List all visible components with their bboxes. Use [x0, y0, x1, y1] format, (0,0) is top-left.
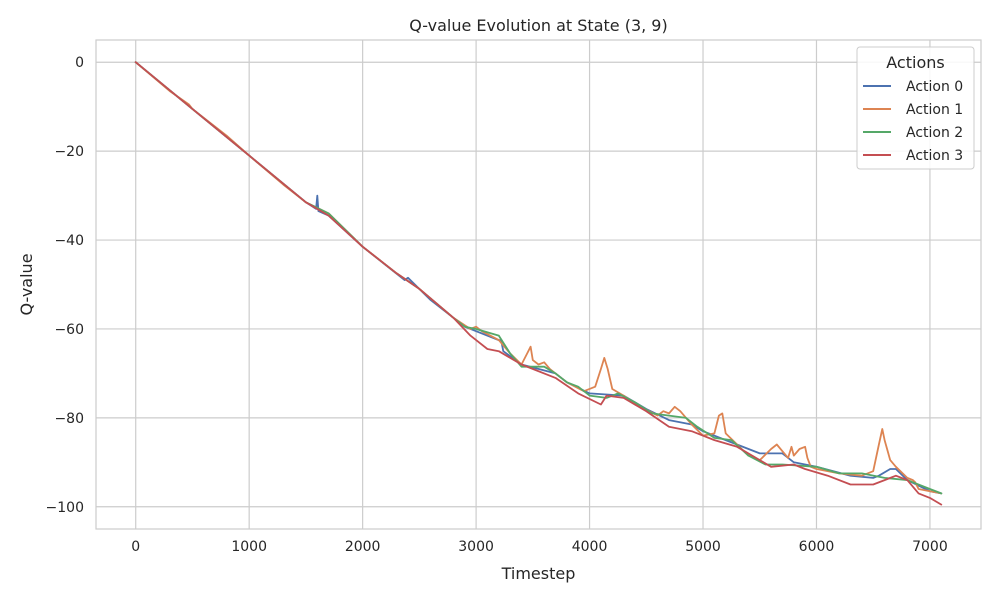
y-tick-label: −80	[54, 411, 84, 427]
x-tick-label: 3000	[458, 539, 494, 555]
grid	[96, 40, 981, 529]
x-tick-label: 1000	[231, 539, 267, 555]
legend-items: Action 0 Action 1 Action 2 Action 3	[863, 79, 963, 164]
tick-labels: 0 1000 2000 3000 4000 5000 6000 7000 0 −20 −40 −60 −…	[46, 55, 948, 555]
y-tick-label: −100	[46, 500, 84, 516]
x-tick-label: 0	[131, 539, 140, 555]
chart-title: Q-value Evolution at State (3, 9)	[409, 16, 667, 35]
series-lines	[134, 61, 943, 506]
legend-label: Action 0	[906, 79, 963, 95]
legend: Actions Action 0 Action 1 Action 2 Action 3	[856, 46, 975, 170]
y-axis-label: Q-value	[17, 253, 36, 315]
legend-label: Action 3	[906, 148, 963, 164]
series-line-action-3	[134, 61, 943, 506]
x-tick-label: 6000	[799, 539, 835, 555]
y-tick-label: −60	[54, 322, 84, 338]
x-tick-label: 5000	[685, 539, 721, 555]
x-tick-label: 2000	[345, 539, 381, 555]
y-tick-label: −40	[54, 233, 84, 249]
x-tick-label: 4000	[572, 539, 608, 555]
legend-box	[856, 46, 975, 170]
x-tick-label: 7000	[912, 539, 948, 555]
y-tick-label: 0	[75, 55, 84, 71]
x-axis-label: Timestep	[501, 564, 576, 583]
legend-label: Action 1	[906, 102, 963, 118]
legend-label: Action 2	[906, 125, 963, 141]
y-tick-label: −20	[54, 144, 84, 160]
legend-title: Actions	[886, 53, 944, 72]
plot-frame	[95, 39, 982, 530]
